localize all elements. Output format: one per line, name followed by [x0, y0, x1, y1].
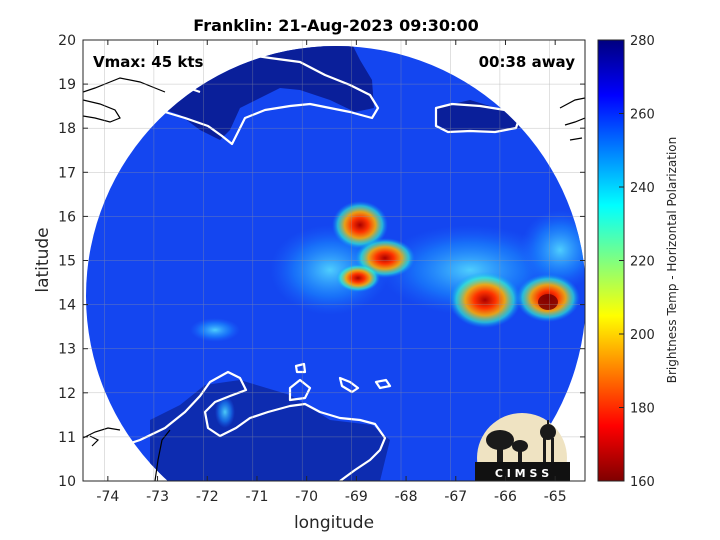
y-tick-label: 20: [58, 33, 76, 49]
y-tick-label: 15: [58, 254, 76, 270]
y-axis-ticks: 20 19 18 17 16 15 14 13 12 11 10: [58, 33, 585, 490]
x-tick-label: -68: [395, 489, 418, 505]
x-tick-label: -72: [196, 489, 219, 505]
x-axis-label: longitude: [294, 513, 374, 533]
cimss-logo-text: C I M S S: [495, 467, 549, 480]
colorbar-tick-label: 220: [630, 255, 655, 270]
y-tick-label: 12: [58, 386, 76, 402]
x-tick-label: -67: [444, 489, 467, 505]
y-tick-label: 17: [58, 165, 76, 181]
y-tick-label: 13: [58, 342, 76, 358]
time-away-annotation: 00:38 away: [479, 53, 576, 71]
y-tick-label: 18: [58, 121, 76, 137]
x-tick-label: -65: [544, 489, 567, 505]
colorbar-title: Brightness Temp - Horizontal Polarizatio…: [665, 137, 679, 384]
cimss-logo: C I M S S: [475, 413, 570, 481]
colorbar-tick-label: 180: [630, 402, 655, 417]
y-tick-label: 19: [58, 77, 76, 93]
x-tick-label: -74: [96, 489, 119, 505]
x-axis-ticks: -74 -73 -72 -71 -70 -69 -68 -67 -66 -65: [96, 40, 567, 505]
y-axis-label: latitude: [33, 227, 53, 292]
x-tick-label: -69: [345, 489, 368, 505]
colorbar-tick-label: 280: [630, 34, 655, 49]
vmax-annotation: Vmax: 45 kts: [93, 53, 203, 71]
south-america-land: [150, 380, 390, 481]
x-tick-label: -70: [295, 489, 318, 505]
gridlines: [83, 40, 585, 481]
x-tick-label: -66: [494, 489, 517, 505]
chart-title: Franklin: 21-Aug-2023 09:30:00: [193, 16, 478, 35]
y-tick-label: 14: [58, 298, 76, 314]
colorbar-tick-label: 260: [630, 108, 655, 123]
x-tick-label: -73: [146, 489, 169, 505]
puerto-rico-land: [436, 100, 520, 132]
y-tick-label: 10: [58, 474, 76, 490]
colorbar-ticks: 280 260 240 220 200 180 160: [619, 34, 655, 490]
colorbar-tick-label: 160: [630, 475, 655, 490]
swath-layer: C I M S S: [83, 40, 585, 481]
y-tick-label: 11: [58, 430, 76, 446]
y-tick-label: 16: [58, 209, 76, 225]
coastlines-black: [83, 77, 585, 481]
colorbar-tick-label: 240: [630, 181, 655, 196]
colorbar-tick-label: 200: [630, 328, 655, 343]
x-tick-label: -71: [246, 489, 269, 505]
